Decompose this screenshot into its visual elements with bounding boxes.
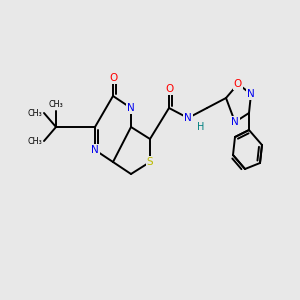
Text: N: N xyxy=(231,117,239,127)
Text: CH₃: CH₃ xyxy=(49,100,63,109)
Text: O: O xyxy=(234,79,242,89)
Text: S: S xyxy=(147,157,153,167)
Text: O: O xyxy=(165,84,173,94)
Text: N: N xyxy=(184,113,192,123)
Text: CH₃: CH₃ xyxy=(27,136,42,146)
Text: N: N xyxy=(127,103,135,113)
Text: N: N xyxy=(247,89,255,99)
Text: H: H xyxy=(197,122,205,132)
Text: O: O xyxy=(109,73,117,83)
Text: N: N xyxy=(91,145,99,155)
Text: CH₃: CH₃ xyxy=(27,109,42,118)
